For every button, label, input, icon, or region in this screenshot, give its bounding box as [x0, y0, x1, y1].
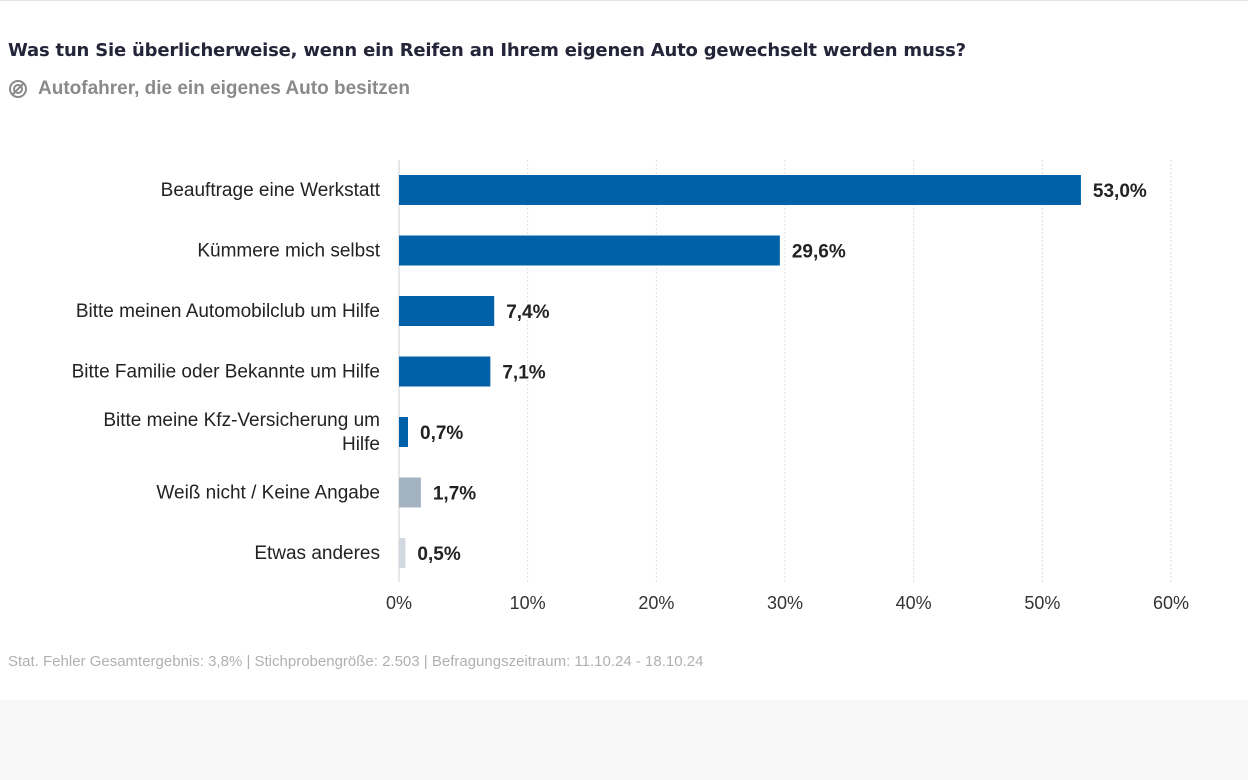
- x-tick-label: 0%: [386, 593, 412, 613]
- data-label: 29,6%: [792, 242, 846, 263]
- category-label: Hilfe: [342, 434, 380, 455]
- category-label: Bitte Familie oder Bekannte um Hilfe: [72, 362, 380, 383]
- data-label: 0,7%: [420, 423, 463, 444]
- chart-title: Was tun Sie überlicherweise, wenn ein Re…: [8, 40, 966, 61]
- bar: [399, 235, 780, 266]
- bar: [399, 175, 1081, 205]
- category-label: Kümmere mich selbst: [197, 241, 380, 262]
- x-tick-label: 50%: [1024, 593, 1060, 613]
- subtitle-text: Autofahrer, die ein eigenes Auto besitze…: [38, 78, 410, 99]
- bar: [399, 538, 406, 568]
- data-label: 0,5%: [417, 544, 460, 565]
- bar: [399, 356, 491, 387]
- x-tick-label: 20%: [638, 593, 674, 613]
- bar: [399, 417, 409, 447]
- top-divider: [0, 0, 1248, 1]
- chart-subtitle: Autofahrer, die ein eigenes Auto besitze…: [8, 78, 410, 100]
- data-label: 1,7%: [433, 484, 476, 505]
- bottom-area: [0, 700, 1248, 780]
- category-label: Bitte meinen Automobilclub um Hilfe: [76, 301, 380, 322]
- x-tick-label: 10%: [510, 593, 546, 613]
- category-label: Weiß nicht / Keine Angabe: [156, 483, 380, 504]
- data-label: 7,1%: [502, 363, 545, 384]
- target-group-icon: [9, 80, 27, 98]
- x-tick-label: 30%: [767, 593, 803, 613]
- data-label: 7,4%: [506, 302, 549, 323]
- category-label: Etwas anderes: [254, 543, 380, 564]
- data-label: 53,0%: [1093, 181, 1147, 202]
- bar: [399, 477, 421, 508]
- x-tick-label: 40%: [896, 593, 932, 613]
- category-label: Beauftrage eine Werkstatt: [161, 180, 381, 201]
- category-label: Bitte meine Kfz-Versicherung um: [103, 410, 380, 431]
- bar-chart: 0% 10% 20% 30% 40% 50% 60% Beauftrage eine Werk…: [72, 160, 1189, 613]
- x-tick-label: 60%: [1153, 593, 1189, 613]
- chart-footer: Stat. Fehler Gesamtergebnis: 3,8% | Stic…: [8, 653, 704, 670]
- bar: [399, 296, 495, 326]
